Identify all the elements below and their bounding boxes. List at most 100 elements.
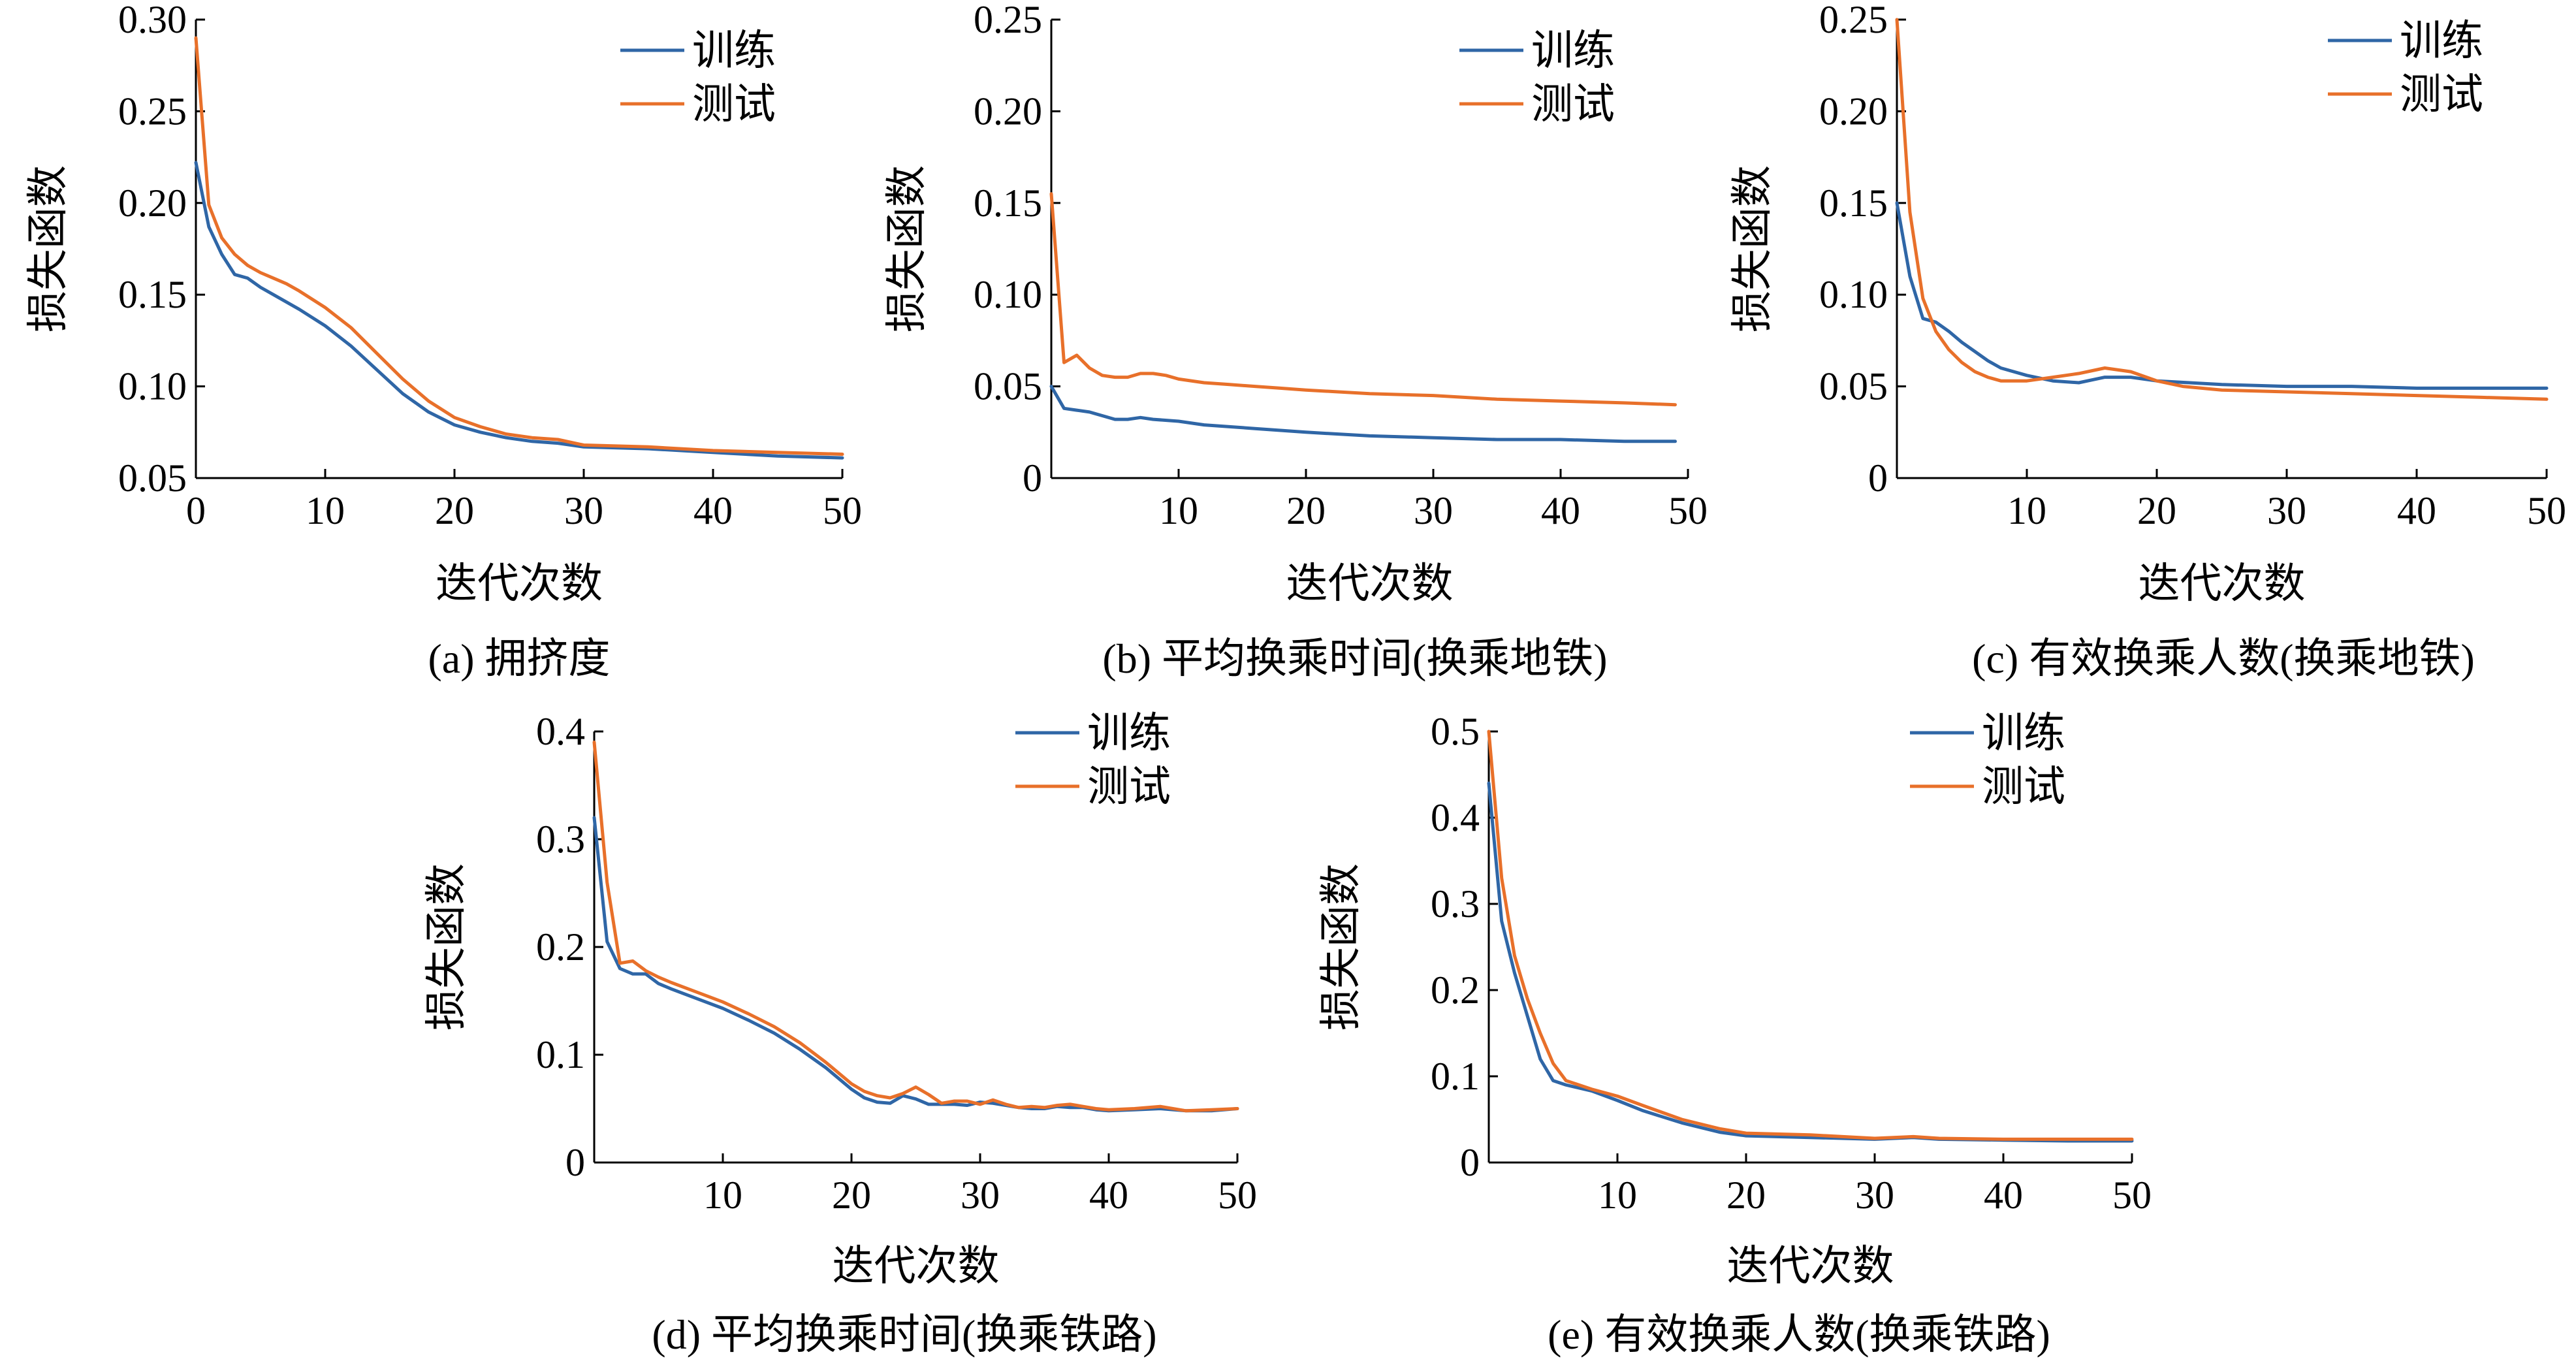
y-tick-label: 0.15 (974, 182, 1042, 225)
y-tick-label: 0 (565, 1141, 585, 1184)
x-tick-label: 30 (2267, 489, 2306, 532)
x-tick-label: 20 (1726, 1174, 1766, 1217)
y-tick-label: 0.20 (974, 89, 1042, 133)
x-axis-title: 迭代次数 (2139, 560, 2306, 607)
y-tick-label: 0.10 (1819, 273, 1888, 316)
legend-label-test: 测试 (1982, 763, 2065, 810)
y-tick-label: 0.25 (1819, 0, 1888, 41)
x-axis-title: 迭代次数 (436, 560, 603, 607)
legend-label-test: 测试 (692, 81, 776, 127)
legend-label-train: 训练 (2400, 18, 2483, 64)
y-tick-label: 0.3 (1431, 882, 1480, 925)
x-tick-label: 10 (306, 489, 345, 532)
panel-caption: (a) 拥挤度 (428, 635, 610, 682)
x-tick-label: 30 (1414, 489, 1453, 532)
y-tick-label: 0.05 (974, 365, 1042, 408)
x-axis-title: 迭代次数 (1727, 1243, 1894, 1289)
series-line-test (1895, 18, 2549, 401)
y-tick-label: 0.30 (118, 0, 187, 41)
x-tick-label: 40 (2397, 489, 2436, 532)
x-tick-label: 50 (823, 489, 862, 532)
legend-label-test: 测试 (1087, 763, 1171, 810)
x-axis-title: 迭代次数 (833, 1243, 1000, 1289)
x-tick-label: 50 (2527, 489, 2566, 532)
y-tick-label: 0 (1023, 457, 1042, 500)
x-tick-label: 30 (961, 1174, 1000, 1217)
y-tick-label: 0.15 (118, 273, 187, 316)
x-tick-label: 10 (1159, 489, 1198, 532)
legend-label-train: 训练 (1982, 710, 2065, 756)
panel-caption: (c) 有效换乘人数(换乘地铁) (1972, 635, 2475, 682)
y-tick-label: 0.1 (1431, 1055, 1480, 1098)
x-tick-label: 50 (2112, 1174, 2152, 1217)
x-tick-label: 40 (1984, 1174, 2023, 1217)
x-axis-title: 迭代次数 (1286, 560, 1454, 607)
x-tick-label: 10 (1598, 1174, 1637, 1217)
chart-panel-c: 0 0.05 0.10 0.15 0.20 0.25 10 20 30 40 50 迭代次数 损失函数 训… (1729, 0, 2566, 682)
y-tick-label: 0.5 (1431, 710, 1480, 753)
y-tick-label: 0 (1460, 1141, 1480, 1184)
chart-panel-b: 0 0.05 0.10 0.15 0.20 0.25 10 20 30 40 50 迭代次数 损失函数 训… (883, 0, 1708, 682)
legend-label-train: 训练 (692, 27, 776, 74)
x-tick-label: 40 (693, 489, 733, 532)
y-axis-title: 损失函数 (25, 165, 71, 332)
y-axis-title: 损失函数 (883, 165, 930, 332)
panel-caption: (b) 平均换乘时间(换乘地铁) (1102, 635, 1607, 682)
x-tick-label: 0 (186, 489, 206, 532)
x-tick-label: 50 (1218, 1174, 1257, 1217)
panel-caption: (e) 有效换乘人数(换乘铁路) (1548, 1311, 2050, 1358)
panel-caption: (d) 平均换乘时间(换乘铁路) (652, 1311, 1156, 1358)
y-tick-label: 0.20 (118, 182, 187, 225)
series-line-test (592, 741, 1239, 1113)
series-line-train (194, 161, 844, 460)
chart-panel-a: 0.05 0.10 0.15 0.20 0.25 0.30 0 10 20 30 40 50 迭代次数 损… (25, 0, 862, 682)
legend-label-train: 训练 (1531, 27, 1615, 74)
x-tick-label: 50 (1668, 489, 1708, 532)
legend-label-test: 测试 (1531, 81, 1615, 127)
x-tick-label: 20 (2137, 489, 2176, 532)
y-tick-label: 0.2 (1431, 969, 1480, 1012)
x-tick-label: 30 (564, 489, 603, 532)
y-tick-label: 0.25 (118, 89, 187, 133)
y-tick-label: 0.15 (1819, 182, 1888, 225)
series-line-test (1487, 730, 2134, 1141)
series-line-train (1895, 201, 2549, 390)
series-line-test (194, 36, 844, 456)
y-tick-label: 0.3 (536, 818, 585, 861)
y-tick-label: 0 (1868, 457, 1888, 500)
y-axis-title: 损失函数 (1318, 863, 1364, 1031)
legend-label-test: 测试 (2400, 71, 2483, 118)
x-tick-label: 10 (703, 1174, 742, 1217)
y-tick-label: 0.25 (974, 0, 1042, 41)
y-tick-label: 0.1 (536, 1033, 585, 1076)
legend-label-train: 训练 (1087, 710, 1171, 756)
x-tick-label: 40 (1089, 1174, 1128, 1217)
x-tick-label: 30 (1855, 1174, 1894, 1217)
y-tick-label: 0.4 (536, 710, 585, 753)
y-tick-label: 0.05 (118, 457, 187, 500)
series-line-train (592, 816, 1239, 1113)
x-tick-label: 20 (832, 1174, 871, 1217)
x-tick-label: 20 (1286, 489, 1326, 532)
x-tick-label: 40 (1541, 489, 1580, 532)
y-tick-label: 0.20 (1819, 89, 1888, 133)
y-tick-label: 0.10 (118, 365, 187, 408)
y-axis-title: 损失函数 (1729, 165, 1775, 332)
y-tick-label: 0.2 (536, 925, 585, 969)
x-tick-label: 10 (2007, 489, 2046, 532)
series-line-train (1049, 385, 1677, 443)
y-tick-label: 0.10 (974, 273, 1042, 316)
y-tick-label: 0.05 (1819, 365, 1888, 408)
series-line-test (1049, 192, 1677, 407)
x-tick-label: 20 (435, 489, 474, 532)
y-axis-title: 损失函数 (423, 863, 469, 1031)
y-tick-label: 0.4 (1431, 796, 1480, 839)
